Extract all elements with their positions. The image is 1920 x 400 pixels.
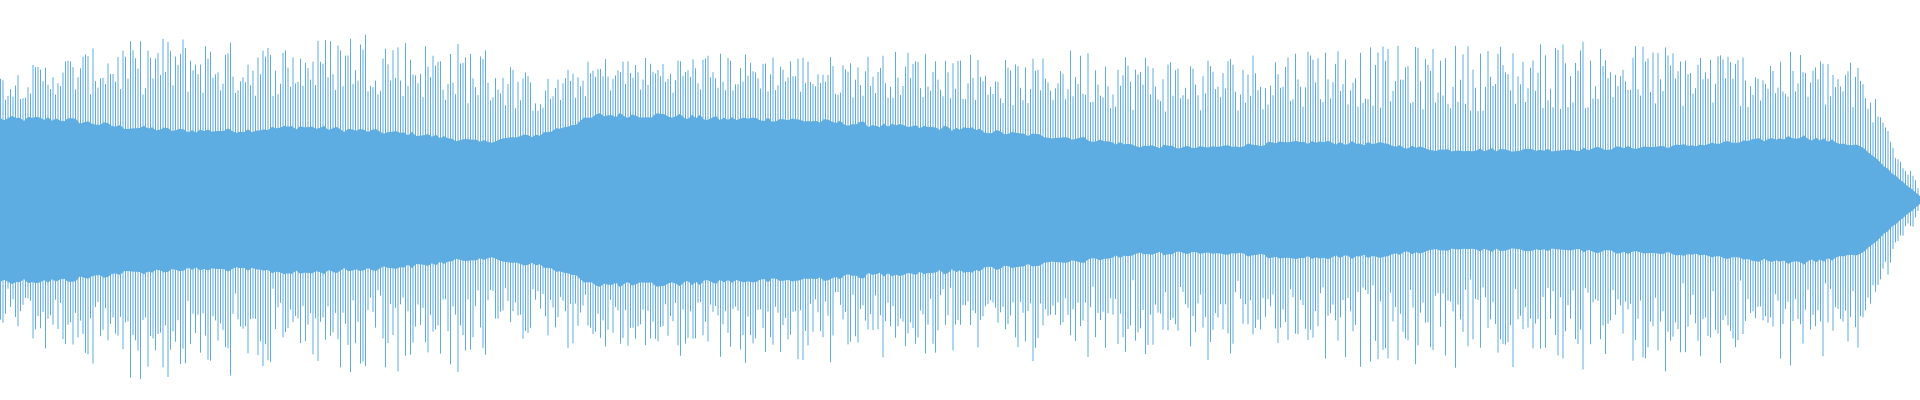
audio-waveform (0, 34, 1920, 380)
